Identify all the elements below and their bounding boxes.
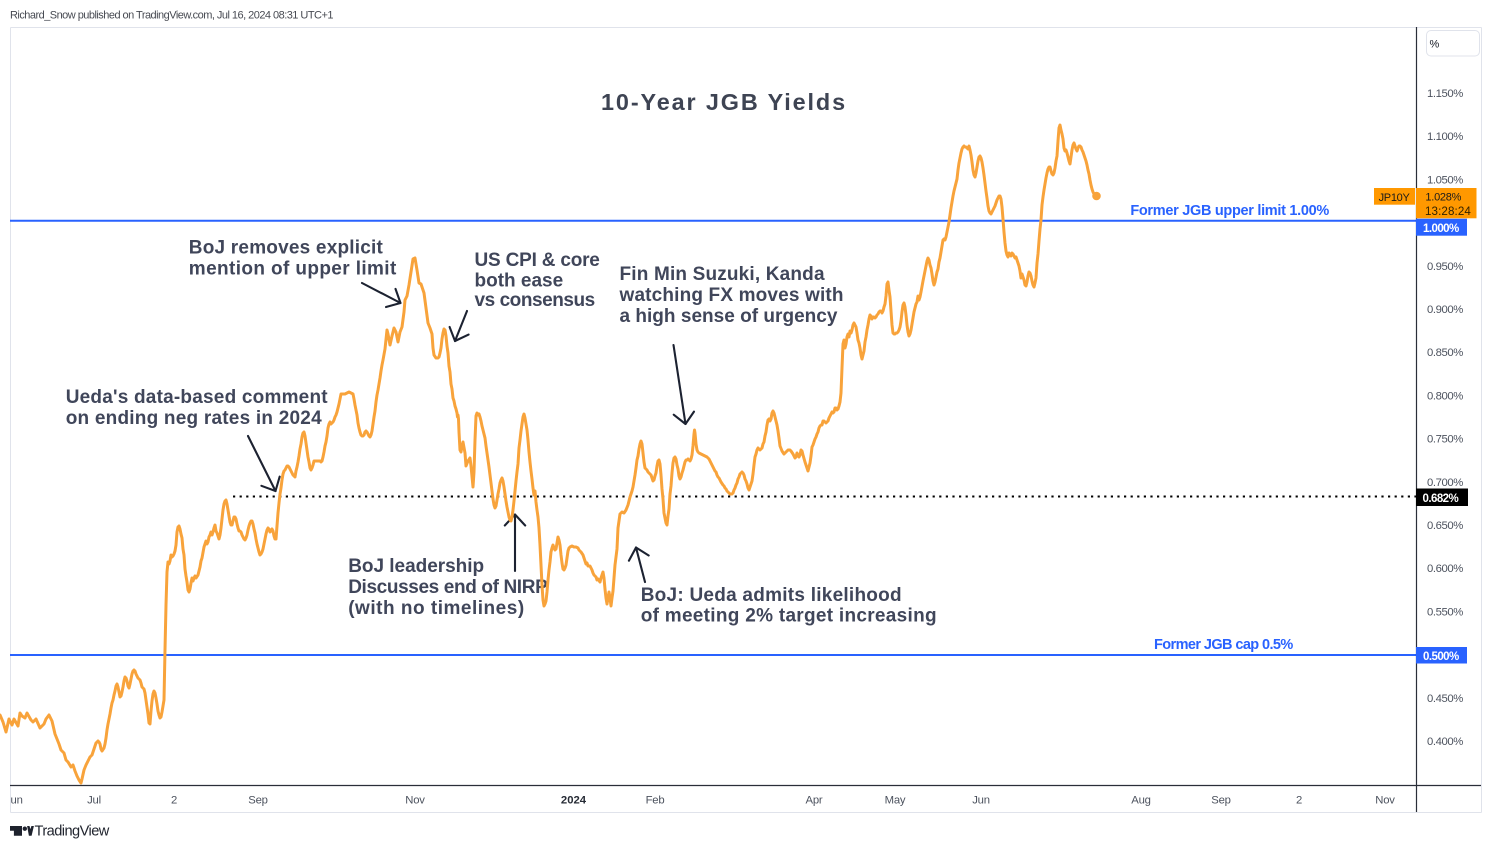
svg-text:watching FX moves with: watching FX moves with bbox=[619, 285, 844, 306]
svg-text:%: % bbox=[1430, 39, 1440, 51]
svg-text:1.000%: 1.000% bbox=[1423, 223, 1459, 235]
svg-text:0.600%: 0.600% bbox=[1427, 563, 1463, 575]
svg-text:of meeting 2% target increasin: of meeting 2% target increasing bbox=[641, 606, 937, 627]
svg-text:May: May bbox=[885, 795, 906, 807]
svg-text:1.100%: 1.100% bbox=[1427, 131, 1463, 143]
svg-text:BoJ removes explicit: BoJ removes explicit bbox=[189, 238, 384, 259]
svg-text:10-Year JGB Yields: 10-Year JGB Yields bbox=[601, 89, 847, 115]
svg-text:13:28:24: 13:28:24 bbox=[1425, 205, 1471, 218]
svg-text:mention of upper limit: mention of upper limit bbox=[189, 259, 397, 280]
svg-text:Apr: Apr bbox=[806, 795, 823, 807]
svg-text:0.682%: 0.682% bbox=[1423, 493, 1459, 505]
svg-text:0.450%: 0.450% bbox=[1427, 693, 1463, 705]
svg-text:a high sense of urgency: a high sense of urgency bbox=[620, 306, 838, 327]
svg-text:(with no timelines): (with no timelines) bbox=[348, 598, 524, 619]
svg-text:0.800%: 0.800% bbox=[1427, 390, 1463, 402]
svg-text:Nov: Nov bbox=[405, 795, 425, 807]
svg-text:0.550%: 0.550% bbox=[1427, 606, 1463, 618]
svg-text:Former JGB upper limit 1.00%: Former JGB upper limit 1.00% bbox=[1130, 203, 1329, 219]
svg-text:BoJ: Ueda admits likelihood: BoJ: Ueda admits likelihood bbox=[641, 585, 902, 606]
svg-text:Nov: Nov bbox=[1375, 795, 1395, 807]
svg-text:Jun: Jun bbox=[972, 795, 990, 807]
svg-text:0.900%: 0.900% bbox=[1427, 304, 1463, 316]
svg-text:1.150%: 1.150% bbox=[1427, 88, 1463, 100]
svg-text:2: 2 bbox=[171, 795, 177, 807]
svg-text:US CPI & core: US CPI & core bbox=[475, 250, 600, 271]
svg-text:1.050%: 1.050% bbox=[1427, 174, 1463, 186]
svg-text:Sep: Sep bbox=[248, 795, 268, 807]
svg-text:vs consensus: vs consensus bbox=[475, 290, 595, 311]
svg-text:0.650%: 0.650% bbox=[1427, 520, 1463, 532]
svg-text:Discusses end of NIRP: Discusses end of NIRP bbox=[348, 577, 548, 598]
svg-text:1.028%: 1.028% bbox=[1425, 192, 1461, 204]
svg-text:Sep: Sep bbox=[1211, 795, 1231, 807]
svg-text:2024: 2024 bbox=[561, 795, 587, 807]
svg-text:Richard_Snow published on Trad: Richard_Snow published on TradingView.co… bbox=[10, 10, 333, 22]
svg-text:JP10Y: JP10Y bbox=[1379, 192, 1411, 204]
svg-text:0.950%: 0.950% bbox=[1427, 261, 1463, 273]
svg-text:Former JGB cap 0.5%: Former JGB cap 0.5% bbox=[1154, 637, 1293, 653]
svg-text:0.850%: 0.850% bbox=[1427, 347, 1463, 359]
svg-text:0.750%: 0.750% bbox=[1427, 434, 1463, 446]
svg-text:2: 2 bbox=[1296, 795, 1302, 807]
svg-text:on ending neg rates in 2024: on ending neg rates in 2024 bbox=[66, 408, 322, 429]
svg-text:Ueda's data-based comment: Ueda's data-based comment bbox=[66, 387, 329, 408]
svg-text:un: un bbox=[11, 795, 23, 807]
svg-text:Fin Min Suzuki, Kanda: Fin Min Suzuki, Kanda bbox=[620, 264, 825, 285]
svg-text:both ease: both ease bbox=[475, 270, 564, 291]
svg-text:Aug: Aug bbox=[1131, 795, 1151, 807]
svg-text:TradingView: TradingView bbox=[35, 823, 110, 839]
svg-text:Feb: Feb bbox=[646, 795, 665, 807]
svg-text:Jul: Jul bbox=[87, 795, 101, 807]
svg-text:0.700%: 0.700% bbox=[1427, 477, 1463, 489]
svg-text:BoJ leadership: BoJ leadership bbox=[348, 556, 484, 577]
svg-text:0.400%: 0.400% bbox=[1427, 736, 1463, 748]
svg-text:0.500%: 0.500% bbox=[1423, 651, 1459, 663]
